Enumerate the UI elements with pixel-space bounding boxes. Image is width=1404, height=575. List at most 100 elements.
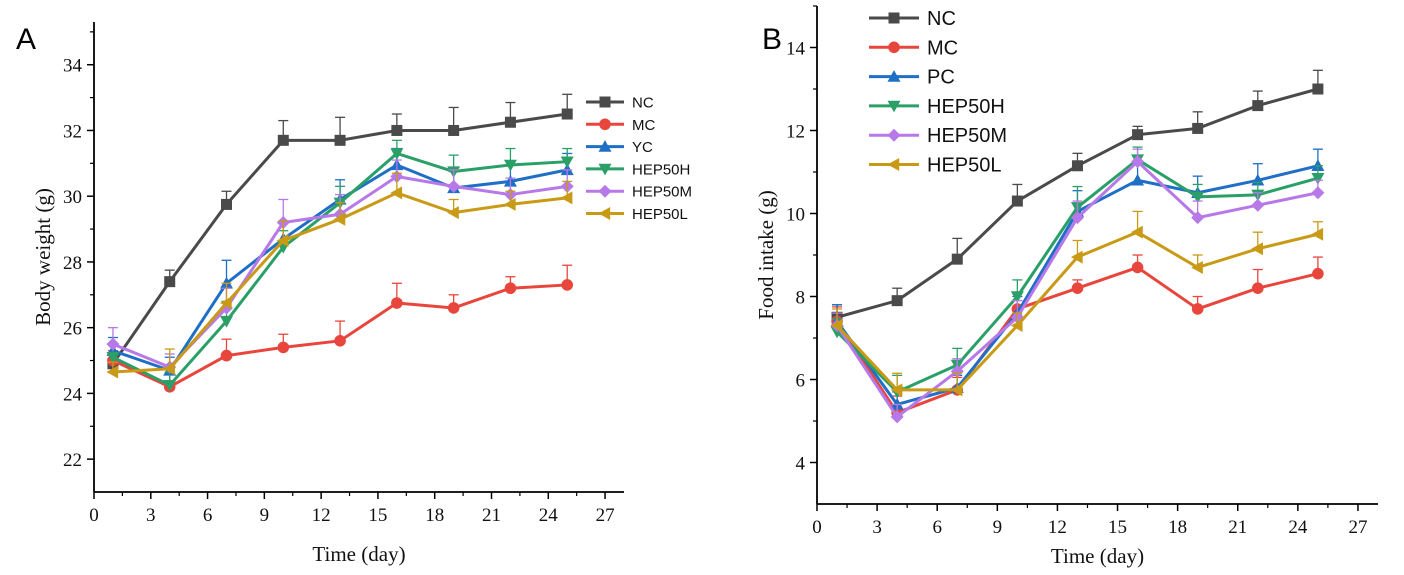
legend-marker — [887, 158, 900, 171]
data-point — [830, 319, 843, 333]
panel-b-x-tick-label: 21 — [1228, 517, 1247, 538]
data-point — [1311, 186, 1325, 200]
data-point — [1011, 195, 1023, 207]
panel-b-letter: B — [762, 23, 782, 56]
data-point — [561, 279, 574, 291]
legend-item-hep50l: HEP50L — [869, 155, 1002, 177]
panel-a-x-tick-label: 18 — [425, 505, 444, 526]
data-point — [220, 349, 233, 362]
data-point — [951, 253, 963, 265]
legend-item-hep50m: HEP50M — [586, 184, 692, 201]
panel-a-y-tick-label: 32 — [63, 121, 82, 142]
legend-label: HEP50M — [632, 184, 692, 201]
data-point — [560, 156, 574, 169]
legend-item-nc: NC — [586, 95, 654, 112]
panel-b-x-tick-label: 18 — [1168, 517, 1187, 538]
data-point — [334, 335, 346, 347]
data-point — [1131, 155, 1145, 169]
panel-a-x-tick-label: 6 — [203, 505, 213, 526]
data-point — [277, 341, 290, 354]
legend-label: HEP50M — [927, 125, 1007, 147]
panel-a-x-tick-label: 12 — [312, 505, 331, 526]
data-point — [220, 296, 232, 310]
panel-a-x-tick-label: 27 — [596, 505, 615, 526]
panel-a-series-hep50l — [106, 172, 573, 379]
panel-a-x-axis-title: Time (day) — [312, 542, 405, 566]
data-point — [891, 295, 903, 307]
panel-a-body-weight-chart: 0 3 6 9 12 15 18 21 24 27 22 24 26 28 30 32 34 Time (day)… — [31, 22, 692, 566]
legend-marker — [599, 96, 611, 108]
panel-a-y-tick-label: 22 — [63, 450, 82, 471]
legend-marker — [887, 128, 901, 142]
legend-item-yc: YC — [586, 139, 653, 156]
data-point — [504, 282, 517, 295]
panel-a-x-tick-label: 15 — [368, 505, 387, 526]
data-point — [1191, 211, 1205, 225]
panel-b-y-tick-label: 10 — [786, 205, 805, 226]
panel-a-y-tick-label: 28 — [63, 253, 82, 274]
panel-b-y-tick-label: 4 — [796, 454, 806, 475]
data-point — [1191, 260, 1203, 274]
legend-label: MC — [927, 37, 958, 59]
panel-a-x-tick-label: 9 — [260, 505, 270, 526]
panel-a-x-tick-label: 3 — [146, 505, 156, 526]
panel-b-x-tick-label: 0 — [812, 517, 822, 538]
data-point — [950, 383, 963, 397]
legend-item-hep50m: HEP50M — [869, 125, 1007, 147]
panel-b-y-tick-label: 12 — [786, 122, 805, 143]
panel-b-x-tick-label: 12 — [1048, 517, 1067, 538]
panel-a-y-tick-label: 24 — [63, 384, 83, 405]
data-point — [1131, 225, 1143, 239]
panel-b-x-tick-label: 9 — [993, 517, 1003, 538]
legend-label: HEP50H — [632, 161, 690, 178]
panel-a-letter: A — [16, 23, 36, 56]
panel-b-x-tick-label: 24 — [1288, 517, 1308, 538]
data-point — [391, 124, 403, 136]
data-point — [1311, 173, 1325, 185]
panel-b-series-nc — [831, 69, 1324, 323]
data-point — [890, 410, 904, 424]
panel-b-y-tick-label: 8 — [796, 288, 806, 309]
data-point — [1251, 242, 1263, 256]
panel-b-y-tick-label: 14 — [786, 39, 806, 60]
data-point — [447, 179, 461, 193]
panel-b-food-intake-chart: 0 3 6 9 12 15 18 21 24 27 4 6 8 10 12 14 Time (day) Food … — [754, 5, 1378, 568]
legend-marker — [598, 140, 612, 152]
data-point — [1071, 282, 1084, 295]
panel-b-x-tick-label: 15 — [1108, 517, 1127, 538]
data-point — [1252, 100, 1264, 112]
data-point — [163, 379, 177, 392]
legend-label: NC — [632, 95, 654, 112]
legend-marker — [598, 163, 612, 176]
data-point — [1131, 261, 1144, 274]
legend-item-pc: PC — [869, 67, 955, 89]
legend-label: MC — [632, 117, 655, 134]
data-point — [106, 352, 120, 364]
data-point — [163, 362, 175, 376]
panel-b-y-axis-title: Food intake (g) — [754, 190, 778, 319]
legend-item-mc: MC — [586, 117, 655, 134]
panel-b-x-axis-title: Time (day) — [1051, 544, 1144, 568]
panel-a-y-tick-label: 26 — [63, 319, 82, 340]
panel-b-series-hep50l — [830, 210, 1324, 397]
data-point — [1010, 319, 1023, 333]
legend-label: PC — [927, 67, 955, 89]
legend-marker — [887, 70, 901, 82]
panel-b-legend: NC MC PC HEP50H HEP50M HEP50L — [869, 8, 1007, 177]
data-point — [1311, 227, 1324, 241]
legend-marker — [598, 184, 612, 198]
data-point — [1251, 198, 1265, 212]
data-point — [1312, 83, 1324, 95]
data-point — [1070, 250, 1083, 264]
panel-a-y-tick-label: 30 — [63, 187, 82, 208]
legend-item-mc: MC — [869, 37, 958, 59]
legend-item-hep50l: HEP50L — [586, 206, 688, 223]
panel-a-legend: NC MC YC HEP50H HEP50M HEP50L — [586, 95, 692, 223]
panel-b-series-mc — [831, 254, 1324, 419]
panel-a-y-tick-label: 34 — [63, 56, 83, 77]
data-point — [503, 197, 516, 211]
legend-label: NC — [927, 8, 956, 30]
panel-a-x-tick-label: 0 — [89, 505, 99, 526]
panel-a-series-mc — [107, 264, 574, 393]
